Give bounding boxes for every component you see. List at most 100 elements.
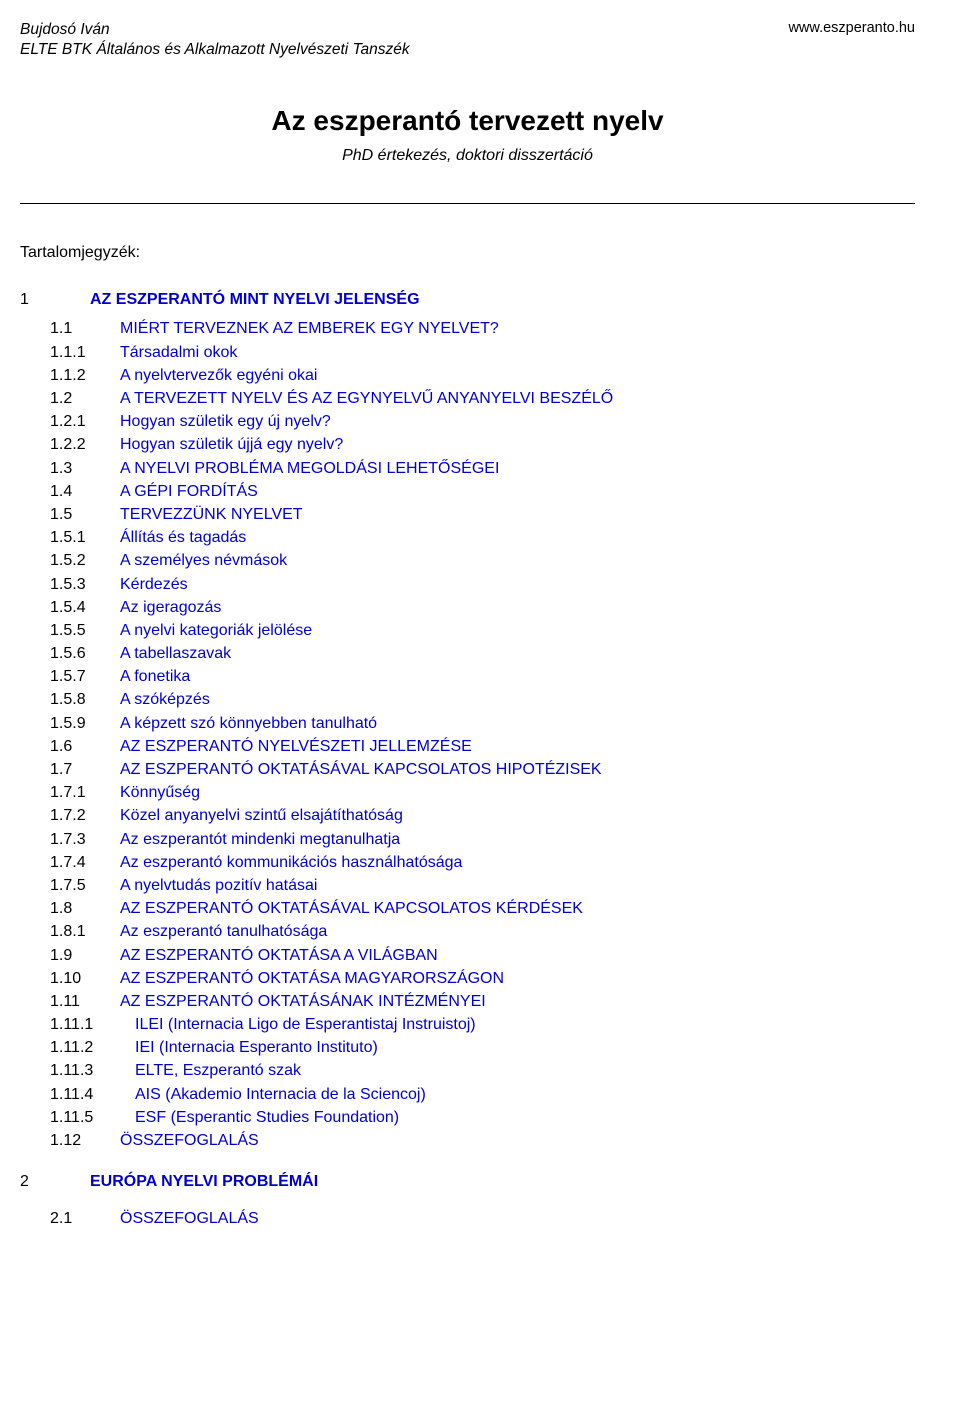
toc-number: 2.1 — [50, 1207, 120, 1230]
toc-link[interactable]: IEI (Internacia Esperanto Instituto) — [135, 1039, 378, 1056]
toc-row: 1.7.4Az eszperantó kommunikációs használ… — [20, 851, 915, 874]
toc-link[interactable]: EURÓPA NYELVI PROBLÉMÁI — [90, 1173, 318, 1190]
toc-number: 2 — [20, 1170, 90, 1193]
toc-row: 1.7.3Az eszperantót mindenki megtanulhat… — [20, 828, 915, 851]
toc-link[interactable]: A fonetika — [120, 668, 190, 685]
toc-link[interactable]: AZ ESZPERANTÓ OKTATÁSÁVAL KAPCSOLATOS HI… — [120, 761, 602, 778]
toc-link[interactable]: Könnyűség — [120, 784, 200, 801]
toc-number: 1.2.1 — [50, 410, 120, 433]
toc-link[interactable]: A szóképzés — [120, 691, 210, 708]
toc-link[interactable]: A tabellaszavak — [120, 645, 231, 662]
toc-row: 1.3A NYELVI PROBLÉMA MEGOLDÁSI LEHETŐSÉG… — [20, 457, 915, 480]
toc-link[interactable]: AZ ESZPERANTÓ OKTATÁSÁNAK INTÉZMÉNYEI — [120, 993, 486, 1010]
toc-row: 1.12ÖSSZEFOGLALÁS — [20, 1129, 915, 1152]
toc-link[interactable]: A GÉPI FORDÍTÁS — [120, 483, 258, 500]
toc-number: 1.7.3 — [50, 828, 120, 851]
toc-number: 1.7.4 — [50, 851, 120, 874]
toc-row: 1.5.3Kérdezés — [20, 573, 915, 596]
toc-link[interactable]: Az eszperantót mindenki megtanulhatja — [120, 831, 400, 848]
toc-row: 1.7.1Könnyűség — [20, 781, 915, 804]
toc-number: 1.2 — [50, 387, 120, 410]
toc-link[interactable]: Közel anyanyelvi szintű elsajátíthatóság — [120, 807, 403, 824]
toc-link[interactable]: AZ ESZPERANTÓ NYELVÉSZETI JELLEMZÉSE — [120, 738, 472, 755]
toc: 1AZ ESZPERANTÓ MINT NYELVI JELENSÉG1.1MI… — [20, 288, 915, 1230]
divider — [20, 203, 915, 204]
toc-number: 1.11 — [50, 990, 120, 1013]
toc-link[interactable]: AIS (Akademio Internacia de la Sciencoj) — [135, 1086, 426, 1103]
toc-number: 1.5.6 — [50, 642, 120, 665]
toc-row: 1.5.9A képzett szó könnyebben tanulható — [20, 712, 915, 735]
toc-link[interactable]: A nyelvi kategoriák jelölése — [120, 622, 312, 639]
toc-number: 1.7.5 — [50, 874, 120, 897]
toc-row: 1.8.1Az eszperantó tanulhatósága — [20, 920, 915, 943]
toc-row: 1.4A GÉPI FORDÍTÁS — [20, 480, 915, 503]
toc-number: 1.2.2 — [50, 433, 120, 456]
toc-row: 1.5.7A fonetika — [20, 665, 915, 688]
toc-link[interactable]: ÖSSZEFOGLALÁS — [120, 1210, 259, 1227]
toc-number: 1.7.1 — [50, 781, 120, 804]
toc-row: 1.5.8A szóképzés — [20, 688, 915, 711]
toc-number: 1.6 — [50, 735, 120, 758]
toc-row: 1.5TERVEZZÜNK NYELVET — [20, 503, 915, 526]
toc-link[interactable]: A képzett szó könnyebben tanulható — [120, 715, 377, 732]
toc-number: 1.5.2 — [50, 549, 120, 572]
toc-row: 1.6AZ ESZPERANTÓ NYELVÉSZETI JELLEMZÉSE — [20, 735, 915, 758]
toc-link[interactable]: ESF (Esperantic Studies Foundation) — [135, 1109, 399, 1126]
toc-link[interactable]: MIÉRT TERVEZNEK AZ EMBEREK EGY NYELVET? — [120, 320, 499, 337]
toc-link[interactable]: AZ ESZPERANTÓ OKTATÁSÁVAL KAPCSOLATOS KÉ… — [120, 900, 583, 917]
toc-link[interactable]: ELTE, Eszperantó szak — [135, 1062, 301, 1079]
toc-number: 1.3 — [50, 457, 120, 480]
page-subtitle: PhD értekezés, doktori disszertáció — [20, 147, 915, 165]
toc-number: 1.5.1 — [50, 526, 120, 549]
toc-row: 1.1.2A nyelvtervezők egyéni okai — [20, 364, 915, 387]
toc-link[interactable]: Állítás és tagadás — [120, 529, 246, 546]
toc-link[interactable]: Hogyan születik egy új nyelv? — [120, 413, 331, 430]
toc-number: 1.5 — [50, 503, 120, 526]
toc-number: 1.5.3 — [50, 573, 120, 596]
toc-row: 2EURÓPA NYELVI PROBLÉMÁI — [20, 1170, 915, 1193]
toc-number: 1.11.3 — [50, 1059, 135, 1082]
toc-row: 1.5.2A személyes névmások — [20, 549, 915, 572]
toc-link[interactable]: A NYELVI PROBLÉMA MEGOLDÁSI LEHETŐSÉGEI — [120, 460, 499, 477]
toc-number: 1.5.7 — [50, 665, 120, 688]
toc-link[interactable]: Az eszperantó kommunikációs használhatós… — [120, 854, 462, 871]
toc-row: 1.10AZ ESZPERANTÓ OKTATÁSA MAGYARORSZÁGO… — [20, 967, 915, 990]
toc-link[interactable]: Hogyan születik újjá egy nyelv? — [120, 436, 343, 453]
toc-number: 1.5.9 — [50, 712, 120, 735]
toc-number: 1.8.1 — [50, 920, 120, 943]
toc-link[interactable]: Az eszperantó tanulhatósága — [120, 923, 327, 940]
toc-link[interactable]: Társadalmi okok — [120, 344, 237, 361]
page-title: Az eszperantó tervezett nyelv — [20, 105, 915, 137]
toc-link[interactable]: A TERVEZETT NYELV ÉS AZ EGYNYELVŰ ANYANY… — [120, 390, 613, 407]
toc-row: 2.1ÖSSZEFOGLALÁS — [20, 1207, 915, 1230]
toc-row: 1.11.5ESF (Esperantic Studies Foundation… — [20, 1106, 915, 1129]
toc-row: 1.5.6A tabellaszavak — [20, 642, 915, 665]
toc-link[interactable]: Kérdezés — [120, 576, 188, 593]
toc-number: 1.7 — [50, 758, 120, 781]
toc-link[interactable]: A nyelvtervezők egyéni okai — [120, 367, 317, 384]
toc-link[interactable]: AZ ESZPERANTÓ MINT NYELVI JELENSÉG — [90, 291, 420, 308]
toc-row: 1.9AZ ESZPERANTÓ OKTATÁSA A VILÁGBAN — [20, 944, 915, 967]
toc-row: 1.5.4Az igeragozás — [20, 596, 915, 619]
toc-link[interactable]: ÖSSZEFOGLALÁS — [120, 1132, 259, 1149]
toc-row: 1.7AZ ESZPERANTÓ OKTATÁSÁVAL KAPCSOLATOS… — [20, 758, 915, 781]
toc-row: 1AZ ESZPERANTÓ MINT NYELVI JELENSÉG — [20, 288, 915, 311]
toc-link[interactable]: TERVEZZÜNK NYELVET — [120, 506, 303, 523]
toc-number: 1.7.2 — [50, 804, 120, 827]
toc-link[interactable]: AZ ESZPERANTÓ OKTATÁSA A VILÁGBAN — [120, 947, 438, 964]
toc-link[interactable]: A személyes névmások — [120, 552, 287, 569]
toc-row: 1.11.4AIS (Akademio Internacia de la Sci… — [20, 1083, 915, 1106]
toc-number: 1.9 — [50, 944, 120, 967]
toc-number: 1.11.4 — [50, 1083, 135, 1106]
toc-link[interactable]: ILEI (Internacia Ligo de Esperantistaj I… — [135, 1016, 476, 1033]
page: www.eszperanto.hu Bujdosó Iván ELTE BTK … — [0, 0, 960, 1271]
toc-label: Tartalomjegyzék: — [20, 244, 915, 262]
toc-link[interactable]: AZ ESZPERANTÓ OKTATÁSA MAGYARORSZÁGON — [120, 970, 504, 987]
toc-row: 1.7.5A nyelvtudás pozitív hatásai — [20, 874, 915, 897]
toc-number: 1.4 — [50, 480, 120, 503]
toc-link[interactable]: A nyelvtudás pozitív hatásai — [120, 877, 317, 894]
header-site: www.eszperanto.hu — [788, 20, 915, 36]
toc-link[interactable]: Az igeragozás — [120, 599, 221, 616]
toc-number: 1.5.4 — [50, 596, 120, 619]
toc-number: 1.12 — [50, 1129, 120, 1152]
